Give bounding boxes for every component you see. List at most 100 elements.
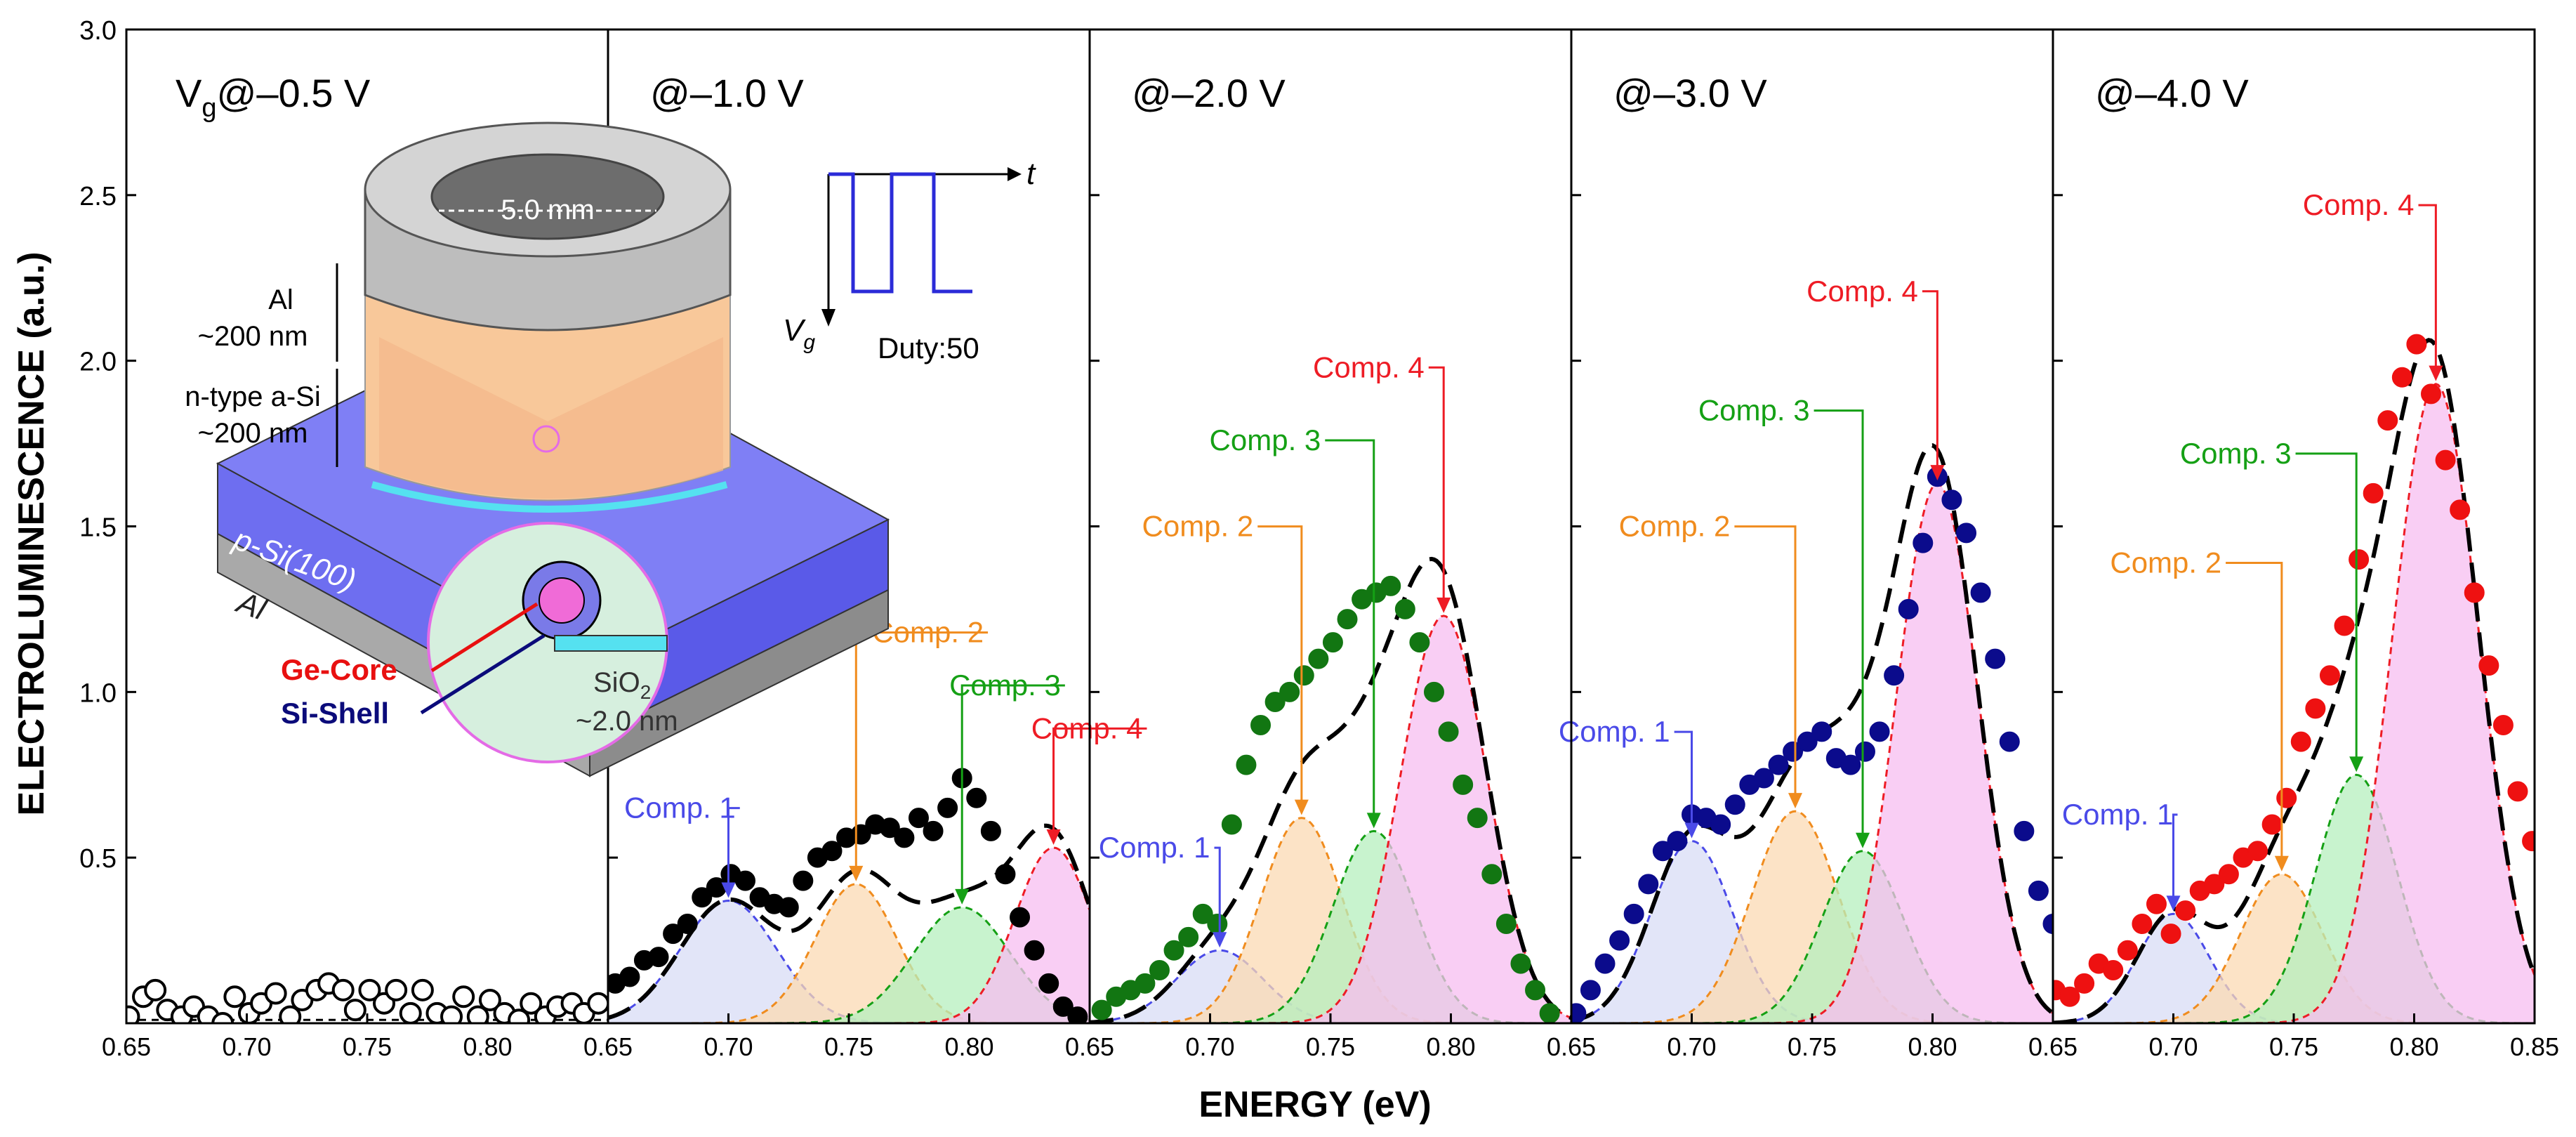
data-point — [1652, 841, 1673, 862]
component-1-leader — [1674, 730, 1693, 826]
component-1-fill — [608, 900, 1090, 1023]
x-tick-label: 0.75 — [343, 1032, 392, 1061]
data-point — [1970, 582, 1991, 603]
panel-3: Comp. 1 Comp. 2 Comp. 3 Comp. 4 @–2.0 V — [1090, 71, 1571, 1023]
data-point — [879, 817, 900, 839]
component-3-curve — [1090, 829, 1571, 1023]
y-tick-label: 3.0 — [79, 16, 117, 46]
ge-core-glyph — [539, 577, 585, 624]
data-point — [1221, 814, 1242, 835]
data-point — [1985, 648, 2006, 669]
component-3-label: Comp. 3 — [2180, 437, 2292, 470]
data-point — [2132, 914, 2153, 934]
data-point — [2042, 914, 2053, 934]
data-point — [1525, 980, 1546, 1001]
data-point — [2450, 499, 2471, 520]
component-4-arrowhead — [1046, 829, 1061, 846]
x-tick-label: 0.75 — [1306, 1032, 1355, 1061]
x-tick-label: 0.80 — [1426, 1032, 1475, 1061]
panel-title: @–4.0 V — [2095, 71, 2249, 115]
data-point — [1724, 794, 1745, 815]
data-point — [1510, 953, 1531, 974]
component-1-label: Comp. 1 — [1099, 831, 1210, 864]
x-tick-label: 0.70 — [1667, 1032, 1716, 1061]
data-point — [279, 1005, 302, 1023]
oxide-label: SiO2 — [593, 667, 651, 703]
data-point — [1884, 665, 1905, 686]
component-3-curve — [1571, 850, 2053, 1023]
data-point — [2204, 874, 2225, 895]
data-point — [2146, 893, 2167, 914]
component-2-leader — [1257, 525, 1303, 803]
data-point — [478, 988, 501, 1011]
device-inset: p-Si(100) Al 5.0 mm Al ~200 nm n-type a-… — [185, 121, 1036, 777]
x-tick-label: 0.70 — [704, 1032, 753, 1061]
component-2-label: Comp. 2 — [1619, 510, 1731, 543]
data-point — [980, 820, 1001, 841]
fit-curve — [2053, 338, 2535, 1023]
data-point — [2305, 698, 2326, 719]
a-si-cut — [379, 337, 723, 499]
data-point — [508, 1008, 531, 1023]
data-point — [2492, 715, 2514, 735]
component-3-fill — [608, 907, 1090, 1023]
x-tick-label: 0.80 — [463, 1032, 512, 1061]
component-2-arrowhead — [2274, 855, 2289, 872]
data-point — [1594, 953, 1616, 974]
panel-title: @–2.0 V — [1132, 71, 1286, 115]
data-point — [440, 1005, 463, 1023]
data-point — [2059, 986, 2080, 1007]
x-axis: 0.65 0.70 0.75 0.80 0.65 0.70 0.75 0.80 0.65 0.70… — [102, 1013, 2559, 1061]
component-4-arrowhead — [2429, 365, 2443, 381]
data-point — [1067, 1006, 1088, 1023]
component-4-label: Comp. 4 — [1313, 350, 1425, 383]
component-4-fill — [1571, 483, 2053, 1023]
component-4-fill — [608, 848, 1090, 1023]
data-point — [358, 978, 381, 1001]
data-point — [1580, 980, 1601, 1001]
data-point — [1667, 831, 1688, 852]
data-point — [385, 978, 408, 1001]
oxide-thickness: ~2.0 nm — [576, 706, 678, 737]
component-2-label: Comp. 2 — [1142, 510, 1254, 543]
component-3-leader — [960, 684, 1065, 892]
data-point — [793, 870, 814, 891]
data-point — [2478, 655, 2499, 676]
data-point — [1236, 754, 1257, 775]
data-point — [1495, 914, 1517, 934]
x-tick-label: 0.80 — [944, 1032, 993, 1061]
component-4-label: Comp. 4 — [1806, 275, 1918, 308]
al-top-thickness: ~200 nm — [198, 321, 308, 352]
data-point — [677, 914, 698, 934]
zoom-origin — [532, 425, 560, 453]
data-point — [995, 864, 1016, 885]
data-point — [1250, 715, 1272, 735]
data-point — [2028, 880, 2049, 901]
data-point — [1052, 996, 1074, 1017]
data-point — [2334, 615, 2355, 636]
data-point — [1913, 532, 1934, 553]
component-1-fill — [1571, 841, 2053, 1023]
data-point — [1409, 632, 1430, 653]
data-point — [223, 985, 246, 1008]
component-4-label: Comp. 4 — [2303, 188, 2415, 221]
component-4-fill — [1090, 615, 1571, 1023]
data-point — [1438, 721, 1459, 742]
data-point — [1091, 999, 1112, 1020]
component-1-arrowhead — [721, 882, 736, 898]
component-3-arrowhead — [2349, 756, 2364, 773]
data-point — [894, 827, 915, 848]
component-3-fill — [1090, 831, 1571, 1023]
component-1-leader — [1214, 846, 1221, 935]
data-point — [2522, 831, 2535, 852]
data-point — [1999, 731, 2020, 752]
data-point — [735, 870, 756, 891]
component-1-label: Comp. 1 — [624, 791, 736, 824]
data-point — [452, 985, 475, 1008]
x-tick-label: 0.65 — [1547, 1032, 1596, 1061]
component-4-arrowhead — [1436, 597, 1451, 613]
data-point — [1956, 523, 1977, 544]
component-4-leader — [1428, 366, 1445, 600]
data-point — [1783, 741, 1804, 762]
